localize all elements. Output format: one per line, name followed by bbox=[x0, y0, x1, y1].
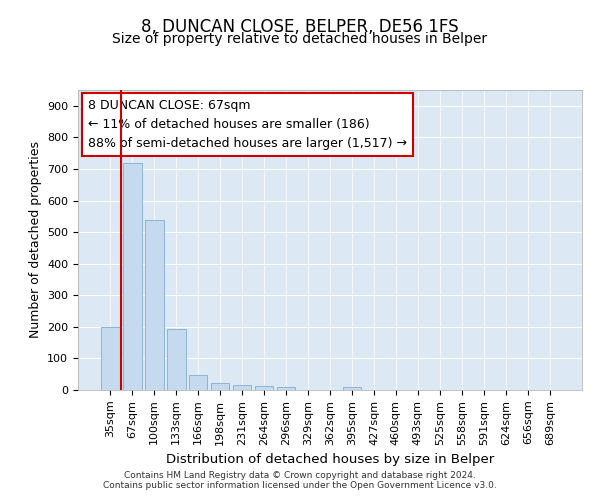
Bar bbox=[343, 387, 361, 390]
Bar bbox=[277, 388, 295, 390]
Bar bbox=[189, 376, 208, 390]
Bar bbox=[101, 327, 119, 390]
Bar bbox=[211, 384, 229, 390]
Bar bbox=[123, 164, 142, 390]
Y-axis label: Number of detached properties: Number of detached properties bbox=[29, 142, 41, 338]
Text: 8 DUNCAN CLOSE: 67sqm
← 11% of detached houses are smaller (186)
88% of semi-det: 8 DUNCAN CLOSE: 67sqm ← 11% of detached … bbox=[88, 99, 407, 150]
Text: Contains HM Land Registry data © Crown copyright and database right 2024.
Contai: Contains HM Land Registry data © Crown c… bbox=[103, 470, 497, 490]
Bar bbox=[167, 329, 185, 390]
Bar bbox=[145, 220, 164, 390]
X-axis label: Distribution of detached houses by size in Belper: Distribution of detached houses by size … bbox=[166, 453, 494, 466]
Bar bbox=[233, 385, 251, 390]
Text: Size of property relative to detached houses in Belper: Size of property relative to detached ho… bbox=[112, 32, 488, 46]
Bar bbox=[255, 386, 274, 390]
Text: 8, DUNCAN CLOSE, BELPER, DE56 1FS: 8, DUNCAN CLOSE, BELPER, DE56 1FS bbox=[141, 18, 459, 36]
